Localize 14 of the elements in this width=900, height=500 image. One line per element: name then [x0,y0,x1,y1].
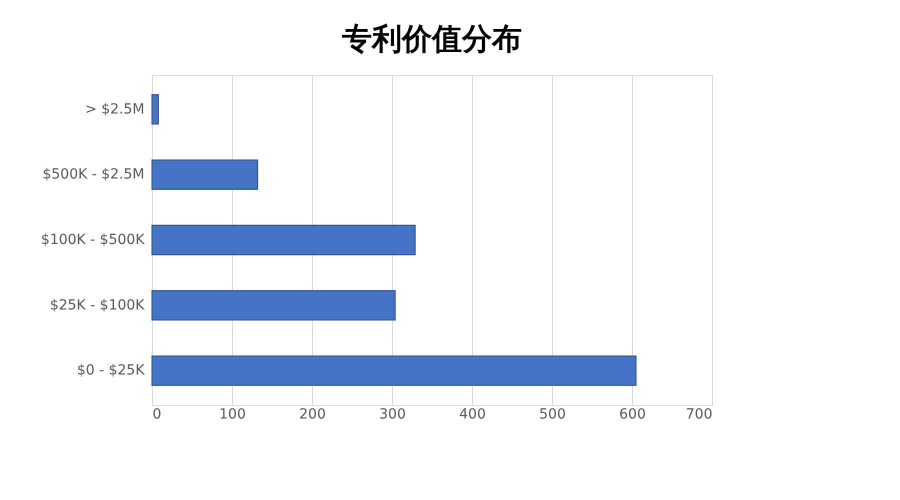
x-tick-label: 400 [459,406,486,422]
chart-title: 专利价值分布 [341,22,522,57]
x-tick-label: 600 [619,406,646,422]
y-tick-label: > $2.5M [85,101,144,118]
y-tick-label: $500K - $2.5M [42,166,144,183]
x-tick-label: 100 [219,406,246,422]
y-tick-label: $100K - $500K [40,232,146,248]
x-tick-label: 200 [299,406,326,422]
x-tick-label: 0 [152,406,162,422]
x-tick-label: 300 [379,406,406,422]
y-tick-label: $0 - $25K [76,362,146,379]
x-tick-label: 500 [539,406,566,422]
y-tick-label: $25K - $100K [50,297,146,314]
x-tick-label: 700 [686,406,712,422]
